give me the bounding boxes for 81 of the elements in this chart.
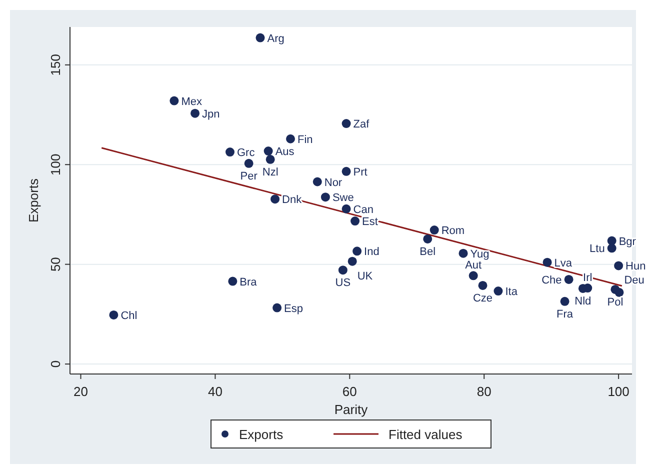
point	[228, 276, 238, 286]
legend-label: Exports	[239, 427, 284, 442]
y-tick-label: 0	[48, 360, 63, 368]
data-label: Ltu	[590, 243, 605, 256]
data-label: Cze	[472, 292, 493, 304]
point	[270, 194, 280, 204]
data-label: Zaf	[353, 118, 370, 131]
point	[468, 271, 478, 280]
x-tick-label: 100	[608, 384, 630, 399]
point	[614, 261, 624, 270]
data-label: Chl	[120, 310, 138, 322]
data-label: Fin	[298, 134, 313, 146]
point	[430, 226, 439, 235]
point	[348, 256, 357, 266]
x-tick-label: 60	[342, 384, 357, 399]
point	[342, 119, 351, 128]
data-label: Nor	[324, 176, 342, 189]
point	[350, 216, 360, 226]
data-label: Deu	[624, 274, 644, 286]
data-label: Pol	[607, 296, 624, 308]
data-label: Swe	[332, 192, 354, 204]
legend-label: Fitted values	[388, 427, 463, 442]
data-label: Jpn	[202, 108, 220, 120]
data-label: Lva	[554, 257, 573, 270]
point	[494, 286, 503, 296]
point	[264, 146, 273, 156]
point	[338, 266, 348, 275]
data-label: UK	[357, 270, 374, 282]
point	[564, 274, 574, 284]
point	[458, 248, 468, 258]
y-tick-label: 150	[48, 54, 63, 76]
x-tick-label: 40	[208, 384, 222, 399]
point	[312, 177, 322, 186]
data-label: Hun	[626, 260, 646, 273]
data-label: Che	[542, 274, 562, 286]
point	[244, 158, 254, 168]
point	[286, 134, 295, 144]
data-label: Ita	[505, 286, 518, 298]
y-tick-label: 50	[48, 257, 63, 272]
point	[478, 280, 488, 290]
x-axis-title: Parity	[334, 402, 368, 417]
data-label: Prt	[353, 166, 368, 178]
point	[320, 192, 330, 202]
data-label: Can	[353, 204, 374, 216]
point	[170, 96, 179, 106]
y-tick-label: 100	[48, 154, 63, 176]
point	[352, 246, 362, 256]
point	[256, 33, 265, 42]
point	[190, 108, 200, 118]
data-label: Est	[362, 216, 378, 228]
point	[542, 258, 552, 267]
point	[109, 310, 118, 320]
data-label: Ind	[364, 246, 380, 258]
x-tick-label: 80	[476, 384, 492, 399]
point	[423, 234, 432, 244]
y-axis-title: Exports	[26, 178, 41, 223]
data-label: Fra	[556, 308, 574, 320]
point	[607, 244, 616, 253]
point	[560, 296, 570, 306]
data-label: Rom	[441, 225, 465, 238]
data-label: Bel	[420, 246, 436, 258]
data-label: Esp	[284, 302, 304, 315]
data-label: Per	[240, 170, 258, 182]
x-tick-label: 20	[74, 384, 88, 399]
point	[342, 166, 351, 176]
data-label: Nzl	[262, 166, 278, 178]
data-label: Aus	[275, 146, 295, 158]
data-label: Mex	[181, 96, 202, 108]
data-label: Yug	[470, 248, 490, 260]
point	[342, 204, 351, 214]
data-label: Bgr	[618, 236, 636, 248]
point	[266, 154, 275, 164]
point	[225, 148, 234, 157]
data-label: Arg	[267, 32, 284, 45]
data-label: Grc	[236, 147, 256, 160]
data-label: Nld	[574, 295, 592, 308]
data-label: Bra	[240, 276, 258, 288]
point	[614, 288, 624, 297]
point	[272, 303, 282, 312]
data-label: US	[335, 277, 351, 290]
data-label: Aut	[465, 260, 482, 272]
